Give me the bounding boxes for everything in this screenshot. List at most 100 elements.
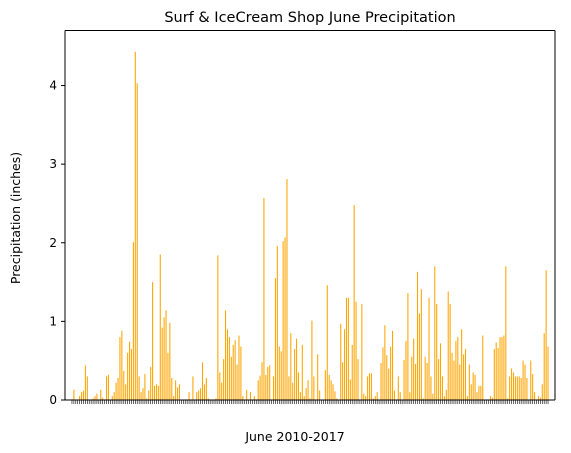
precipitation-bar <box>353 205 355 400</box>
precipitation-bar <box>146 398 148 400</box>
precipitation-bar <box>232 344 234 400</box>
precipitation-bar <box>125 384 127 400</box>
precipitation-bar <box>541 384 543 400</box>
precipitation-bar <box>273 376 275 400</box>
precipitation-bar <box>514 376 516 400</box>
precipitation-bar <box>478 385 480 400</box>
precipitation-bar <box>221 382 223 400</box>
precipitation-bar <box>438 359 440 400</box>
precipitation-bar <box>130 348 132 400</box>
precipitation-bar <box>365 396 367 400</box>
precipitation-bar <box>415 363 417 400</box>
precipitation-bar <box>207 398 209 400</box>
y-axis-ticks: 0 1 2 3 4 <box>49 79 65 407</box>
precipitation-bar <box>382 347 384 400</box>
precipitation-bar <box>228 337 230 400</box>
y-axis-label: Precipitation (inches) <box>8 152 23 284</box>
precipitation-bar <box>509 376 511 400</box>
precipitation-bar <box>196 392 198 400</box>
precipitation-bar <box>132 241 134 400</box>
precipitation-bar <box>495 342 497 400</box>
precipitation-bar <box>217 255 219 400</box>
precipitation-bar <box>426 363 428 400</box>
precipitation-bar <box>265 374 267 400</box>
precipitation-bar <box>326 285 328 400</box>
precipitation-bar <box>491 397 493 400</box>
precipitation-bar <box>468 364 470 400</box>
precipitation-bar <box>261 362 263 400</box>
precipitation-bar <box>537 396 539 400</box>
precipitation-bar <box>482 335 484 400</box>
precipitation-bar <box>296 338 298 400</box>
precipitation-bar <box>140 392 142 400</box>
precipitation-bar <box>520 377 522 400</box>
precipitation-bar <box>153 385 156 400</box>
precipitation-bar <box>198 390 200 400</box>
precipitation-bar <box>203 384 205 400</box>
precipitation-bar <box>505 266 507 400</box>
precipitation-bar <box>192 376 194 400</box>
precipitation-bar <box>167 352 169 400</box>
precipitation-bar <box>367 376 369 400</box>
y-tick-label: 3 <box>49 157 57 171</box>
precipitation-bar <box>374 396 376 400</box>
precipitation-bar <box>292 382 294 400</box>
precipitation-bar <box>313 376 315 400</box>
precipitation-bar <box>447 291 449 400</box>
precipitation-bar <box>336 398 338 400</box>
precipitation-bar <box>349 379 351 400</box>
precipitation-bar <box>511 368 513 400</box>
precipitation-bar <box>113 392 115 400</box>
precipitation-bar <box>512 372 515 400</box>
precipitation-bar <box>380 363 382 400</box>
precipitation-bar <box>493 348 495 400</box>
precipitation-bar <box>223 359 225 400</box>
precipitation-bar <box>526 377 528 400</box>
precipitation-bar <box>390 346 392 400</box>
precipitation-bar <box>393 390 395 400</box>
precipitation-bar <box>157 385 159 400</box>
precipitation-bar <box>236 364 238 400</box>
precipitation-bar <box>317 354 319 400</box>
precipitation-bar <box>499 337 501 400</box>
precipitation-bar <box>363 393 365 400</box>
precipitation-bar <box>449 304 451 400</box>
precipitation-bar <box>288 376 290 400</box>
precipitation-bar <box>466 396 468 400</box>
precipitation-bar <box>294 348 296 400</box>
precipitation-bar <box>290 333 292 400</box>
precipitation-bar <box>111 396 113 400</box>
precipitation-bar <box>238 335 240 400</box>
precipitation-bar <box>309 398 311 400</box>
precipitation-bar <box>532 374 534 400</box>
precipitation-bar <box>159 254 161 400</box>
precipitation-bar <box>440 343 442 400</box>
precipitation-bar <box>340 323 342 400</box>
precipitation-bar <box>259 375 261 400</box>
precipitation-bar <box>178 384 180 400</box>
precipitation-bar <box>297 372 300 400</box>
precipitation-bar <box>200 388 202 400</box>
precipitation-bar <box>115 382 117 400</box>
precipitation-bar <box>489 396 491 400</box>
precipitation-bar <box>407 293 409 400</box>
precipitation-bar <box>215 398 217 400</box>
precipitation-bar <box>201 362 204 400</box>
precipitation-bar <box>399 392 401 400</box>
precipitation-bar <box>543 333 545 400</box>
precipitation-bar <box>246 389 248 400</box>
precipitation-bar <box>388 368 390 400</box>
precipitation-bar <box>301 344 303 400</box>
precipitation-bar <box>86 376 88 400</box>
precipitation-bar <box>107 374 109 400</box>
precipitation-bar <box>368 373 371 400</box>
precipitation-bar <box>138 376 140 400</box>
precipitation-bar <box>150 366 152 400</box>
precipitation-bar <box>403 359 405 400</box>
precipitation-bar <box>257 380 259 400</box>
precipitation-bar <box>136 83 138 401</box>
precipitation-bar <box>230 356 232 400</box>
precipitation-bar <box>342 362 344 400</box>
precipitation-bar <box>127 352 129 400</box>
precipitation-bar <box>102 397 104 400</box>
